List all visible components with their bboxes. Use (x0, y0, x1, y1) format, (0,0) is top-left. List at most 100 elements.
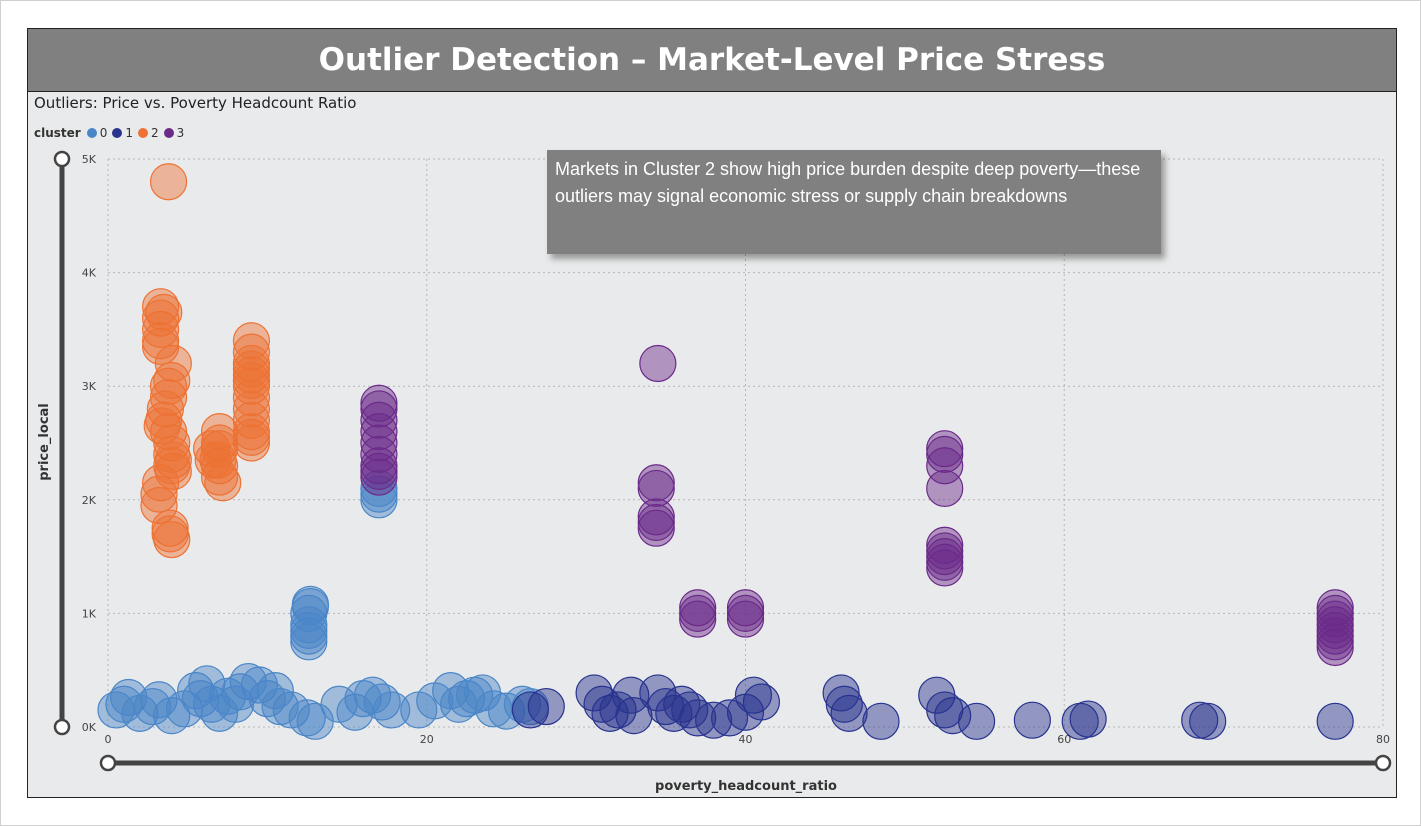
point-cluster-1[interactable] (734, 676, 773, 714)
point-cluster-2[interactable] (232, 322, 271, 360)
point-cluster-2[interactable] (232, 390, 271, 428)
point-cluster-1[interactable] (934, 697, 972, 735)
point-cluster-3[interactable] (637, 469, 675, 508)
point-cluster-2[interactable] (192, 430, 231, 468)
point-cluster-3[interactable] (679, 594, 717, 633)
point-cluster-2[interactable] (232, 413, 271, 451)
point-cluster-1[interactable] (830, 694, 868, 732)
point-cluster-2[interactable] (140, 486, 178, 525)
chart-legend[interactable]: cluster 0 1 2 3 (34, 126, 189, 140)
point-cluster-2[interactable] (232, 356, 271, 394)
point-cluster-0[interactable] (360, 475, 398, 513)
point-cluster-2[interactable] (204, 464, 242, 502)
point-cluster-2[interactable] (232, 367, 271, 405)
point-cluster-3[interactable] (1316, 611, 1354, 650)
point-cluster-2[interactable] (151, 509, 189, 547)
point-cluster-2[interactable] (153, 520, 191, 559)
point-cluster-2[interactable] (232, 361, 271, 400)
point-cluster-3[interactable] (360, 390, 398, 428)
point-cluster-2[interactable] (232, 350, 271, 388)
point-cluster-3[interactable] (360, 447, 398, 485)
point-cluster-2[interactable] (141, 464, 180, 502)
point-cluster-3[interactable] (1316, 600, 1354, 638)
legend-item-0[interactable]: 0 (86, 126, 107, 140)
point-cluster-2[interactable] (153, 424, 191, 462)
point-cluster-1[interactable] (862, 702, 900, 740)
point-cluster-2[interactable] (141, 310, 180, 348)
point-cluster-2[interactable] (145, 293, 183, 331)
point-cluster-0[interactable] (290, 617, 328, 655)
point-cluster-1[interactable] (1189, 702, 1227, 740)
y-zoom-slider-handle-top[interactable] (53, 150, 71, 168)
point-cluster-1[interactable] (1316, 702, 1354, 740)
point-cluster-3[interactable] (1316, 594, 1354, 633)
point-cluster-0[interactable] (353, 676, 392, 714)
point-cluster-1[interactable] (822, 674, 860, 712)
point-cluster-0[interactable] (291, 587, 330, 626)
point-cluster-1[interactable] (527, 687, 565, 726)
point-cluster-0[interactable] (290, 623, 328, 661)
point-cluster-2[interactable] (232, 401, 271, 439)
point-cluster-1[interactable] (710, 699, 749, 737)
point-cluster-1[interactable] (615, 697, 653, 735)
point-cluster-1[interactable] (671, 691, 709, 729)
point-cluster-0[interactable] (121, 694, 159, 732)
point-cluster-0[interactable] (153, 697, 191, 735)
point-cluster-0[interactable] (373, 691, 411, 729)
point-cluster-2[interactable] (200, 447, 239, 485)
legend-item-3[interactable]: 3 (163, 126, 184, 140)
point-cluster-3[interactable] (360, 458, 398, 496)
point-cluster-2[interactable] (141, 322, 180, 360)
point-cluster-3[interactable] (679, 600, 717, 638)
point-cluster-3[interactable] (926, 532, 964, 570)
point-cluster-3[interactable] (926, 537, 964, 576)
point-cluster-2[interactable] (232, 378, 271, 417)
point-cluster-1[interactable] (679, 699, 717, 737)
point-cluster-3[interactable] (926, 526, 964, 564)
point-cluster-2[interactable] (141, 299, 180, 337)
point-cluster-3[interactable] (360, 452, 398, 490)
point-cluster-1[interactable] (1069, 700, 1107, 738)
point-cluster-0[interactable] (248, 679, 286, 718)
point-cluster-3[interactable] (637, 503, 675, 542)
point-cluster-3[interactable] (926, 549, 964, 587)
point-cluster-3[interactable] (360, 401, 398, 439)
point-cluster-3[interactable] (726, 589, 765, 627)
point-cluster-3[interactable] (926, 435, 964, 473)
point-cluster-1[interactable] (599, 691, 637, 729)
point-cluster-2[interactable] (232, 344, 271, 383)
point-cluster-0[interactable] (360, 469, 398, 508)
point-cluster-3[interactable] (1316, 628, 1354, 667)
point-cluster-2[interactable] (153, 361, 191, 400)
point-cluster-3[interactable] (926, 430, 964, 468)
point-cluster-2[interactable] (232, 418, 271, 456)
point-cluster-3[interactable] (1316, 623, 1354, 661)
point-cluster-2[interactable] (149, 378, 188, 417)
point-cluster-3[interactable] (1316, 589, 1354, 627)
point-cluster-3[interactable] (637, 509, 675, 547)
point-cluster-3[interactable] (639, 344, 677, 383)
point-cluster-3[interactable] (360, 384, 398, 422)
point-cluster-1[interactable] (663, 685, 701, 723)
point-cluster-1[interactable] (742, 683, 781, 721)
point-cluster-0[interactable] (134, 687, 172, 726)
point-cluster-3[interactable] (1316, 617, 1354, 655)
point-cluster-0[interactable] (360, 481, 398, 519)
point-cluster-1[interactable] (1181, 701, 1219, 739)
point-cluster-2[interactable] (194, 441, 232, 479)
point-cluster-3[interactable] (360, 413, 398, 451)
point-cluster-3[interactable] (637, 464, 675, 502)
point-cluster-1[interactable] (695, 701, 733, 739)
point-cluster-0[interactable] (475, 690, 513, 728)
point-cluster-1[interactable] (1013, 701, 1051, 739)
point-cluster-2[interactable] (232, 424, 271, 462)
point-cluster-0[interactable] (140, 681, 178, 719)
point-cluster-2[interactable] (141, 288, 180, 326)
point-cluster-2[interactable] (232, 333, 271, 371)
x-zoom-slider-handle-right[interactable] (1374, 754, 1392, 772)
point-cluster-2[interactable] (149, 163, 188, 201)
point-cluster-3[interactable] (726, 594, 765, 633)
x-zoom-slider-handle-left[interactable] (99, 754, 117, 772)
point-cluster-3[interactable] (637, 498, 675, 536)
